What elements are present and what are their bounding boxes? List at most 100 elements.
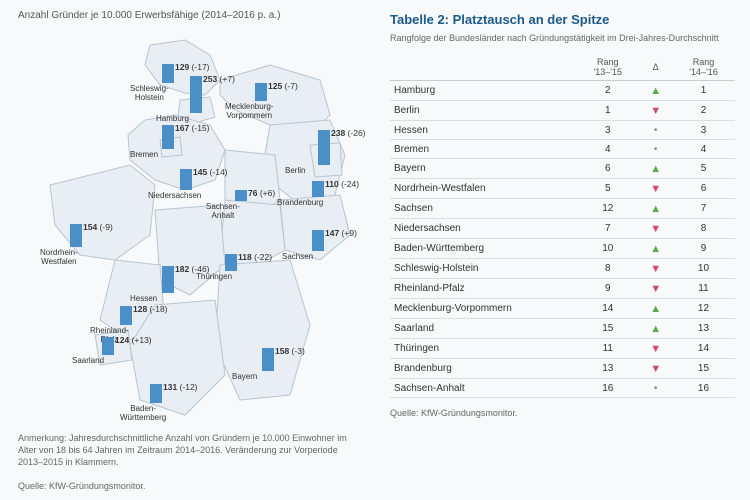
cell-prev: 12 (576, 199, 639, 219)
state-label: Sachsen-Anhalt (206, 203, 240, 221)
cell-curr: 4 (672, 140, 735, 159)
map-panel: Anzahl Gründer je 10.000 Erwerbsfähige (… (0, 0, 380, 500)
state-label: Brandenburg (277, 199, 323, 208)
cell-state: Berlin (390, 101, 576, 121)
cell-delta: ▲ (639, 239, 672, 259)
cell-delta: ▼ (639, 359, 672, 379)
cell-curr: 14 (672, 339, 735, 359)
state-bar (225, 254, 237, 271)
cell-curr: 2 (672, 101, 735, 121)
trend-icon: ▼ (650, 183, 661, 195)
col-state (390, 55, 576, 81)
cell-state: Hamburg (390, 81, 576, 101)
table-subtitle: Rangfolge der Bundesländer nach Gründung… (390, 33, 735, 45)
cell-curr: 5 (672, 159, 735, 179)
cell-prev: 10 (576, 239, 639, 259)
cell-prev: 13 (576, 359, 639, 379)
state-label: Hessen (130, 295, 157, 304)
col-prev: Rang'13–'15 (576, 55, 639, 81)
table-row: Bayern6▲5 (390, 159, 735, 179)
cell-delta: ▲ (639, 199, 672, 219)
state-label: Bremen (130, 151, 158, 160)
map-source: Quelle: KfW-Gründungsmonitor. (18, 480, 358, 492)
table-source: Quelle: KfW-Gründungsmonitor. (390, 408, 735, 418)
cell-curr: 15 (672, 359, 735, 379)
cell-delta: • (639, 121, 672, 140)
cell-state: Sachsen-Anhalt (390, 379, 576, 398)
cell-prev: 2 (576, 81, 639, 101)
cell-state: Thüringen (390, 339, 576, 359)
state-label: Baden-Württemberg (120, 405, 166, 423)
state-label: Nordrhein-Westfalen (40, 249, 78, 267)
trend-icon: ▼ (650, 263, 661, 275)
state-bar (162, 266, 174, 293)
state-value: 131 (-12) (163, 382, 198, 392)
cell-prev: 16 (576, 379, 639, 398)
cell-prev: 3 (576, 121, 639, 140)
state-value: 253 (+7) (203, 74, 235, 84)
cell-delta: ▼ (639, 101, 672, 121)
cell-curr: 3 (672, 121, 735, 140)
state-value: 154 (-9) (83, 222, 113, 232)
map-title: Anzahl Gründer je 10.000 Erwerbsfähige (… (0, 0, 380, 21)
cell-curr: 1 (672, 81, 735, 101)
trend-icon: ▲ (650, 163, 661, 175)
cell-prev: 1 (576, 101, 639, 121)
cell-state: Mecklenburg-Vorpommern (390, 299, 576, 319)
table-title: Tabelle 2: Platztausch an der Spitze (390, 12, 735, 27)
cell-state: Niedersachsen (390, 219, 576, 239)
table-row: Niedersachsen7▼8 (390, 219, 735, 239)
state-bar (162, 64, 174, 83)
table-row: Rheinland-Pfalz9▼11 (390, 279, 735, 299)
state-bar (262, 348, 274, 371)
cell-delta: ▲ (639, 299, 672, 319)
state-bar (120, 306, 132, 325)
cell-state: Nordrhein-Westfalen (390, 179, 576, 199)
table-row: Berlin1▼2 (390, 101, 735, 121)
state-label: Thüringen (196, 273, 232, 282)
table-row: Saarland15▲13 (390, 319, 735, 339)
trend-icon: ▲ (650, 303, 661, 315)
cell-curr: 16 (672, 379, 735, 398)
trend-icon: ▲ (650, 323, 661, 335)
state-bar (162, 125, 174, 149)
state-value: 145 (-14) (193, 167, 228, 177)
cell-prev: 8 (576, 259, 639, 279)
cell-prev: 11 (576, 339, 639, 359)
state-bar (102, 337, 114, 355)
state-value: 128 (-18) (133, 304, 168, 314)
table-row: Baden-Württemberg10▲9 (390, 239, 735, 259)
cell-state: Hessen (390, 121, 576, 140)
cell-prev: 7 (576, 219, 639, 239)
state-value: 158 (-3) (275, 346, 305, 356)
state-label: Niedersachsen (148, 192, 201, 201)
ranking-table: Rang'13–'15 Δ Rang'14–'16 Hamburg2▲1Berl… (390, 55, 735, 399)
cell-state: Brandenburg (390, 359, 576, 379)
state-label: Berlin (285, 167, 305, 176)
state-bar (312, 181, 324, 197)
state-value: 118 (-22) (238, 252, 272, 262)
state-bar (318, 130, 330, 165)
cell-state: Baden-Württemberg (390, 239, 576, 259)
cell-prev: 15 (576, 319, 639, 339)
trend-icon: • (654, 383, 658, 394)
state-bar (190, 76, 202, 113)
trend-icon: • (654, 144, 658, 155)
table-panel: Tabelle 2: Platztausch an der Spitze Ran… (390, 0, 745, 500)
cell-curr: 13 (672, 319, 735, 339)
cell-curr: 8 (672, 219, 735, 239)
table-row: Brandenburg13 ▼ 15 (390, 359, 735, 379)
state-value: 167 (-15) (175, 123, 210, 133)
state-label: Bayern (232, 373, 257, 382)
table-row: Nordrhein-Westfalen5▼6 (390, 179, 735, 199)
cell-curr: 7 (672, 199, 735, 219)
state-label: Schleswig-Holstein (130, 85, 169, 103)
table-row: Sachsen-Anhalt16•16 (390, 379, 735, 398)
table-row: Hamburg2 ▲ 1 (390, 81, 735, 101)
trend-icon: ▲ (650, 85, 661, 97)
map-container: 129 (-17)Schleswig-Holstein253 (+7)Hambu… (0, 25, 380, 425)
trend-icon: ▼ (650, 363, 661, 375)
trend-icon: ▼ (650, 283, 661, 295)
cell-delta: ▲ (639, 159, 672, 179)
table-row: Bremen4•4 (390, 140, 735, 159)
